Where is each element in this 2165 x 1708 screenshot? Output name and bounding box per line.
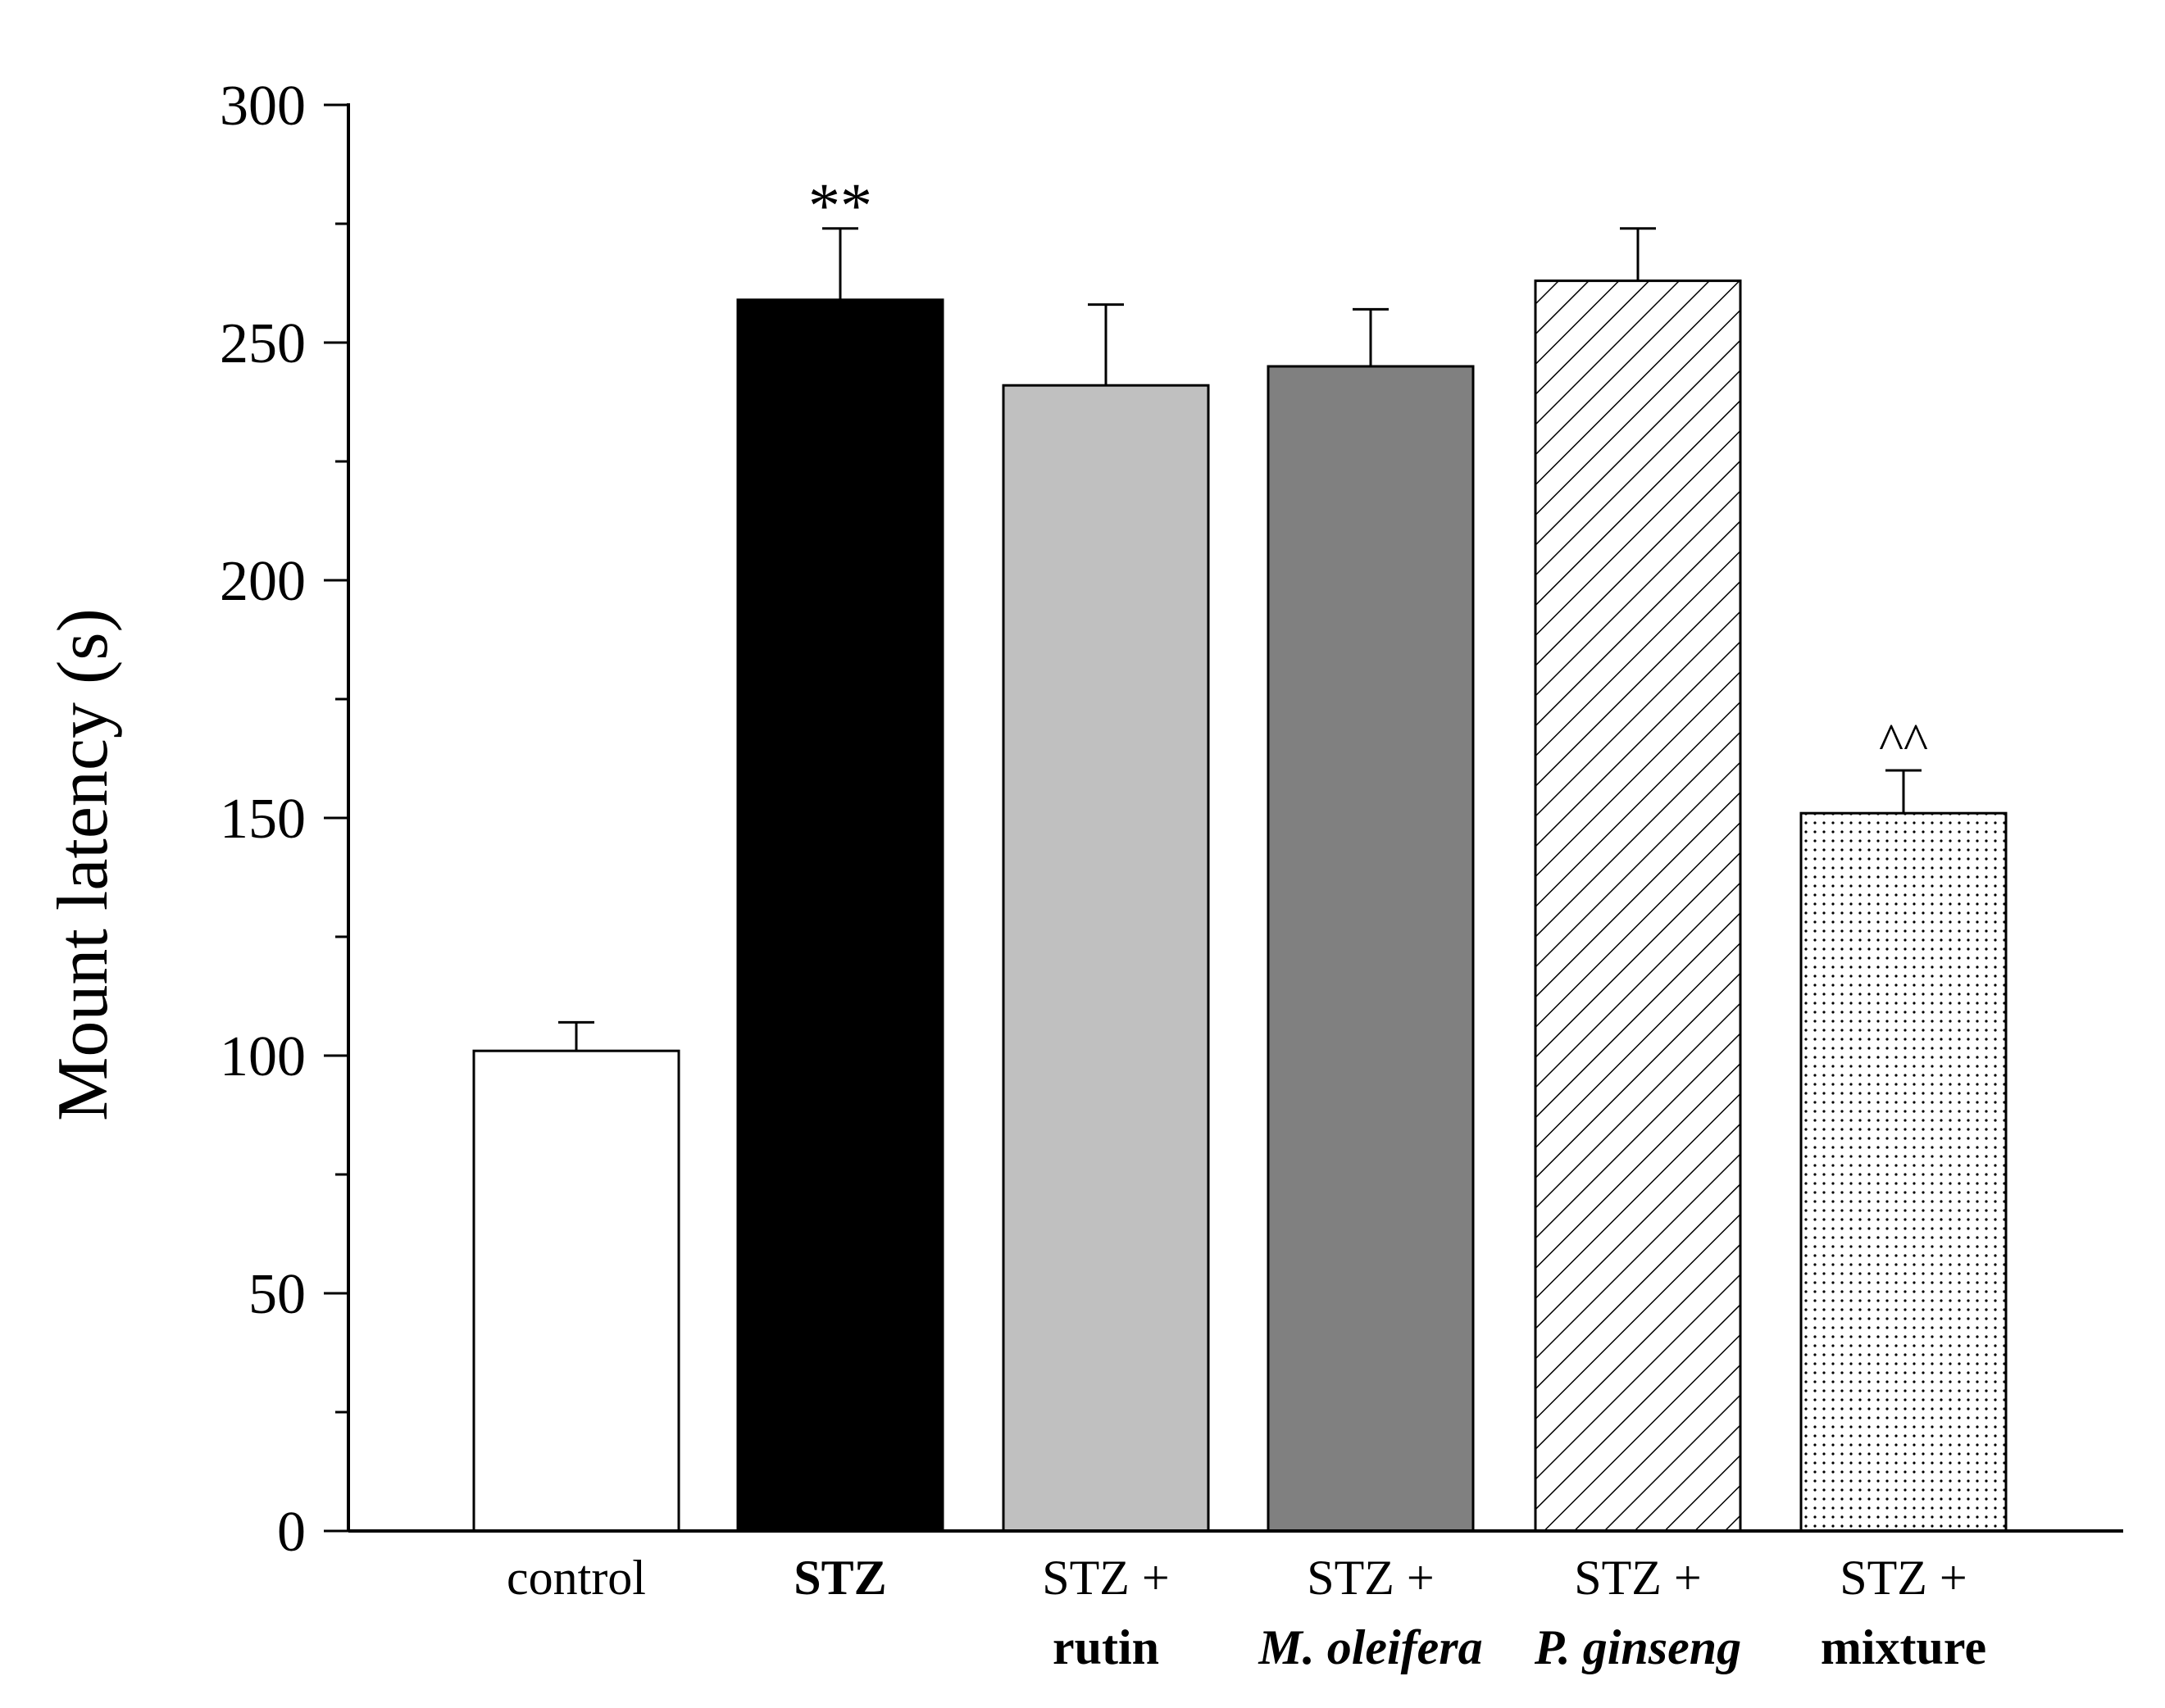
bar-1: [736, 298, 944, 1533]
y-tick-label: 150: [220, 788, 306, 851]
error-bar-0: [558, 1020, 594, 1052]
y-tick-label: 200: [220, 550, 306, 613]
bar-2: [1002, 384, 1210, 1533]
y-tick-label: 300: [220, 75, 306, 138]
bar-0: [472, 1049, 680, 1533]
error-bar-3: [1353, 307, 1389, 366]
x-category-label-0: control: [507, 1551, 646, 1605]
bar-5: [1799, 811, 2008, 1533]
x-category-label-3: STZ +: [1307, 1551, 1435, 1605]
x-category-label-2: STZ +: [1042, 1551, 1170, 1605]
bar-4: [1534, 279, 1742, 1533]
x-category-sublabel-4: P. ginseng: [1534, 1620, 1741, 1674]
bar-3: [1267, 365, 1475, 1533]
x-category-label-5: STZ +: [1840, 1551, 1967, 1605]
x-category-label-4: STZ +: [1574, 1551, 1702, 1605]
y-tick-label: 50: [248, 1263, 306, 1326]
x-category-sublabel-2: rutin: [1053, 1620, 1159, 1674]
y-tick-label: 100: [220, 1025, 306, 1088]
error-bar-2: [1088, 303, 1124, 386]
x-category-label-1: STZ: [794, 1551, 886, 1605]
significance-annotation-1: **: [808, 170, 872, 241]
y-tick-label: 0: [277, 1501, 306, 1564]
error-bar-1: [822, 227, 858, 300]
error-bar-5: [1885, 769, 1922, 814]
x-category-sublabel-5: mixture: [1821, 1620, 1986, 1674]
error-bar-4: [1620, 227, 1656, 281]
y-tick-label: 250: [220, 312, 306, 375]
significance-annotation-5: ^^: [1879, 712, 1928, 770]
x-category-sublabel-3: M. oleifera: [1258, 1620, 1482, 1674]
y-axis-title: Mount latency (s): [43, 608, 123, 1121]
